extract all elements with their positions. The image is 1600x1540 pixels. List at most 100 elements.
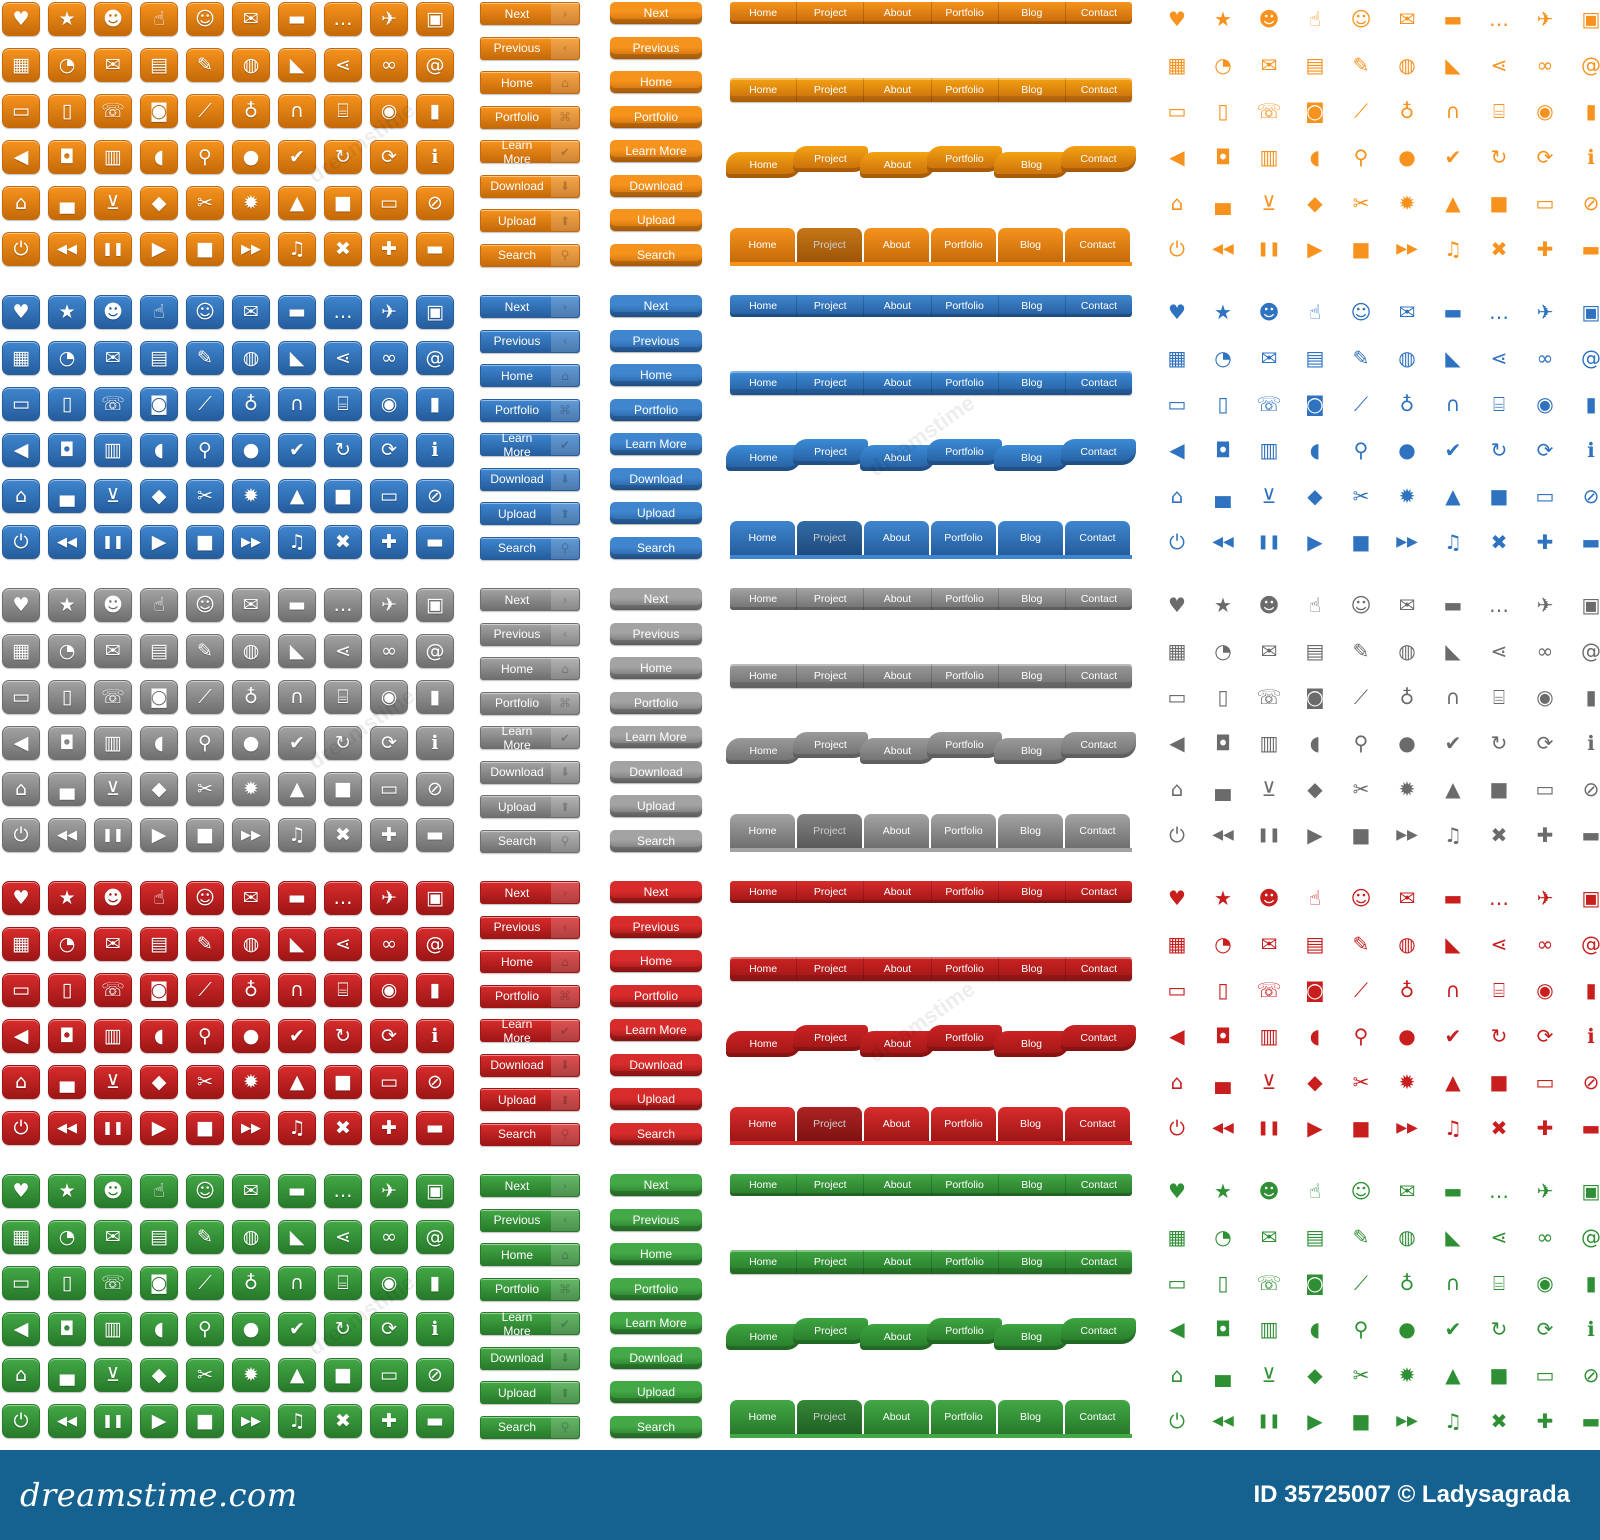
nav-item-blog[interactable]: Blog [998, 814, 1063, 848]
nav-item-portfolio[interactable]: Portfolio [932, 664, 999, 688]
nav-item-blog[interactable]: Blog [994, 152, 1069, 178]
mail-icon[interactable]: ✉ [1260, 639, 1278, 663]
phone-icon[interactable]: ☏ [1256, 685, 1282, 709]
nav-item-contact[interactable]: Contact [1080, 963, 1118, 975]
nav-item-portfolio[interactable]: Portfolio [927, 1318, 1002, 1344]
nav-item-portfolio[interactable]: Portfolio [931, 1107, 996, 1141]
tile-button[interactable]: ■ [324, 186, 362, 220]
tile-button[interactable]: ▶ [140, 818, 178, 852]
button-download[interactable]: Download ⬇ [480, 1053, 580, 1077]
tile-button[interactable]: ✈ [370, 2, 408, 36]
nav-item-home[interactable]: Home [730, 78, 798, 102]
bird-icon[interactable]: ✈ [1536, 1179, 1554, 1203]
cart-icon[interactable]: ⊻ [1261, 1363, 1277, 1387]
nav-item-project[interactable]: Project [797, 521, 862, 555]
chat-bubbles-icon[interactable]: ✉ [1398, 7, 1416, 31]
lightbulb-icon[interactable]: ● [1398, 145, 1416, 169]
music-icon[interactable]: ♫ [1444, 530, 1462, 554]
nav-item-about[interactable]: About [860, 738, 935, 764]
tile-button[interactable]: ⌂ [2, 1358, 40, 1392]
lock-icon[interactable]: ■ [1489, 484, 1509, 508]
nav-item-home[interactable]: Home [730, 2, 798, 24]
button-portfolio[interactable]: Portfolio ⌘ [480, 398, 580, 422]
sync-icon[interactable]: ⟳ [1536, 145, 1554, 169]
nav-item-blog[interactable]: Blog [999, 881, 1066, 903]
tile-button[interactable]: ★ [48, 1174, 86, 1208]
comment-icon[interactable]: … [1489, 7, 1509, 31]
tile-button[interactable]: ▤ [140, 634, 178, 668]
button-download[interactable]: Download ⬇ [480, 1346, 580, 1370]
tile-button[interactable]: ✂ [186, 1065, 224, 1099]
tile-button[interactable]: ▮ [416, 973, 454, 1007]
button-download[interactable]: Download [610, 1053, 702, 1076]
tile-button[interactable]: ▬ [416, 525, 454, 559]
refresh-icon[interactable]: ↻ [1490, 145, 1508, 169]
thumbs-up-icon[interactable]: ☝ [1308, 1179, 1322, 1203]
tile-button[interactable]: ▬ [416, 1111, 454, 1145]
user-chat-icon[interactable]: ☻ [1258, 886, 1280, 910]
news-icon[interactable]: ▤ [1305, 639, 1325, 663]
nav-item-blog[interactable]: Blog [999, 2, 1066, 24]
volume-icon[interactable]: ◖ [1309, 438, 1321, 462]
nav-item-home[interactable]: Home [730, 1174, 798, 1196]
music-icon[interactable]: ♫ [1444, 237, 1462, 261]
briefcase-icon[interactable]: ▄ [1215, 1070, 1231, 1094]
share-icon[interactable]: ⋖ [1490, 1225, 1508, 1249]
bird-icon[interactable]: ✈ [1536, 593, 1554, 617]
headphones-icon[interactable]: ∩ [1445, 99, 1461, 123]
nav-item-project[interactable]: Project [797, 2, 865, 24]
nav-item-blog[interactable]: Blog [998, 521, 1063, 555]
tile-button[interactable]: ▯ [48, 973, 86, 1007]
tile-button[interactable]: ◀◀ [48, 818, 86, 852]
button-home[interactable]: Home [610, 364, 702, 386]
tile-button[interactable]: ⌸ [324, 387, 362, 421]
scissors-icon[interactable]: ✂ [1352, 1363, 1370, 1387]
tile-button[interactable]: ▭ [370, 1065, 408, 1099]
user-chat-icon[interactable]: ☻ [1258, 7, 1280, 31]
tile-button[interactable]: ▶ [140, 525, 178, 559]
checkmark-icon[interactable]: ✔ [1444, 1317, 1462, 1341]
nav-item-blog[interactable]: Blog [999, 371, 1066, 395]
button-previous[interactable]: Previous ‹ [480, 1208, 580, 1232]
close-icon[interactable]: ✖ [1490, 530, 1508, 554]
button-search[interactable]: Search ⚲ [480, 1415, 580, 1439]
speech-bubble-icon[interactable]: ▬ [1443, 300, 1463, 324]
home-icon[interactable]: ⌂ [1170, 777, 1184, 801]
tile-button[interactable]: ▬ [278, 881, 316, 915]
nav-item-portfolio[interactable]: Portfolio [932, 588, 999, 610]
tile-button[interactable]: ◍ [232, 48, 270, 82]
comment-icon[interactable]: … [1489, 886, 1509, 910]
star-icon[interactable]: ★ [1214, 1179, 1232, 1203]
note-edit-icon[interactable]: ✎ [1352, 1225, 1370, 1249]
nav-item-contact[interactable]: Contact [1065, 814, 1130, 848]
tile-button[interactable]: ∞ [370, 634, 408, 668]
webcam-icon[interactable]: ◉ [1536, 1271, 1554, 1295]
tile-button[interactable]: ✹ [232, 479, 270, 513]
nav-item-home[interactable]: Home [726, 738, 801, 764]
power-icon[interactable]: ⏻ [1169, 237, 1185, 261]
film-icon[interactable]: ▥ [1259, 731, 1279, 755]
scissors-icon[interactable]: ✂ [1352, 1070, 1370, 1094]
tile-button[interactable]: ℹ [416, 726, 454, 760]
tv-icon[interactable]: ▭ [1167, 1271, 1187, 1295]
tile-button[interactable]: ◔ [48, 927, 86, 961]
tile-button[interactable]: ◣ [278, 341, 316, 375]
link-icon[interactable]: ∞ [1536, 346, 1554, 370]
button-learn-more[interactable]: Learn More [610, 433, 702, 455]
note-edit-icon[interactable]: ✎ [1352, 53, 1370, 77]
nav-item-about[interactable]: About [864, 664, 932, 688]
bird-icon[interactable]: ✈ [1536, 886, 1554, 910]
mobile-icon[interactable]: ▯ [1217, 99, 1229, 123]
sync-icon[interactable]: ⟳ [1536, 1024, 1554, 1048]
stop-icon[interactable]: ■ [1351, 1116, 1371, 1140]
tag-icon[interactable]: ◆ [1307, 1070, 1323, 1094]
no-entry-icon[interactable]: ⊘ [1582, 1363, 1600, 1387]
router-icon[interactable]: ⌸ [1493, 685, 1505, 709]
tile-button[interactable]: ✈ [370, 295, 408, 329]
scissors-icon[interactable]: ✂ [1352, 191, 1370, 215]
tile-button[interactable]: ▦ [2, 634, 40, 668]
button-download[interactable]: Download [610, 467, 702, 490]
info-icon[interactable]: ℹ [1587, 1317, 1595, 1341]
tile-button[interactable]: ❚❚ [94, 1404, 132, 1438]
button-download[interactable]: Download ⬇ [480, 467, 580, 491]
